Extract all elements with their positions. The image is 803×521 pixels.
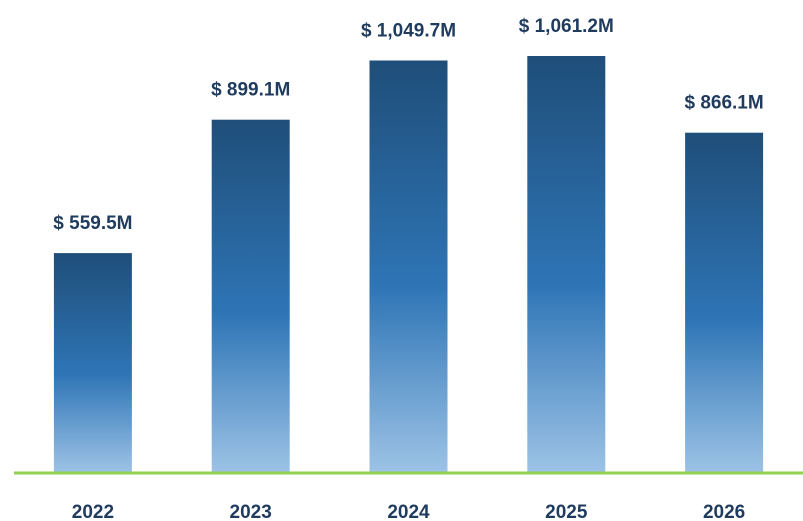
bar-2025 — [527, 56, 606, 473]
x-tick-label-2026: 2026 — [703, 502, 745, 521]
data-label-2025: $ 1,061.2M — [519, 16, 614, 37]
bar-2023 — [211, 119, 290, 473]
data-label-2026: $ 866.1M — [684, 93, 763, 114]
bar-2024 — [369, 60, 448, 473]
data-labels-layer: $ 559.5M $ 899.1M $ 1,049.7M $ 1,061.2M $ 86… — [53, 16, 763, 234]
x-tick-label-2023: 2023 — [230, 502, 272, 521]
x-tick-label-2022: 2022 — [72, 502, 114, 521]
data-label-2022: $ 559.5M — [53, 213, 132, 234]
x-tick-label-2025: 2025 — [545, 502, 588, 521]
bar-2022 — [53, 253, 132, 473]
bars-layer — [53, 56, 764, 473]
bar-2026 — [685, 132, 764, 473]
data-label-2023: $ 899.1M — [211, 80, 290, 101]
x-tick-label-2024: 2024 — [387, 502, 430, 521]
data-label-2024: $ 1,049.7M — [361, 21, 456, 42]
x-axis-tick-labels: 2022 2023 2024 2025 2026 — [72, 502, 745, 521]
